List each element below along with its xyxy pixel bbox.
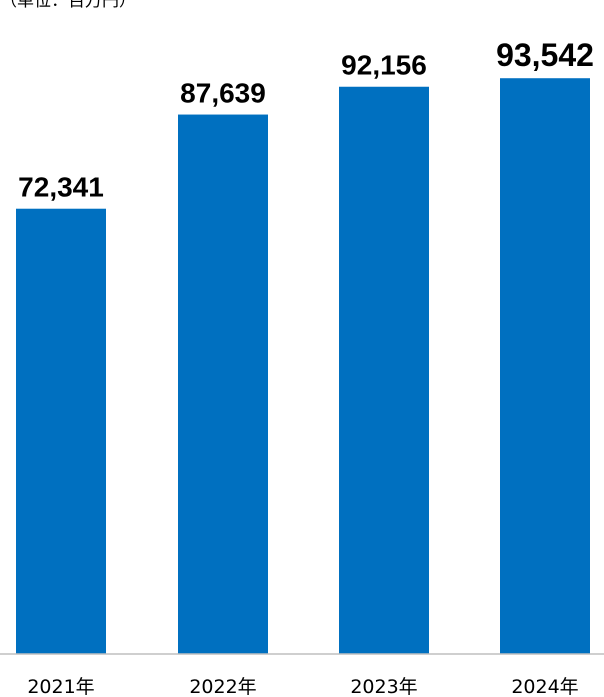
category-labels-group: 2021年 2022年 2023年 2024年 — [27, 676, 578, 697]
bar-2 — [178, 114, 268, 654]
unit-label: （単位：百万円） — [0, 0, 136, 11]
bars-group — [16, 78, 590, 655]
bar-1 — [16, 208, 106, 655]
category-label-3: 2023年 — [350, 676, 417, 697]
bar-4 — [500, 78, 590, 654]
value-label-4: 93,542 — [496, 37, 594, 73]
bar-3 — [339, 86, 429, 654]
category-label-2: 2022年 — [189, 676, 256, 697]
value-label-3: 92,156 — [341, 50, 427, 81]
value-labels-group: 72,341 87,639 92,156 93,542 — [18, 37, 594, 202]
category-label-4: 2024年 — [511, 676, 578, 697]
category-label-1: 2021年 — [27, 676, 94, 697]
value-label-2: 87,639 — [180, 78, 266, 109]
value-label-1: 72,341 — [18, 172, 104, 203]
